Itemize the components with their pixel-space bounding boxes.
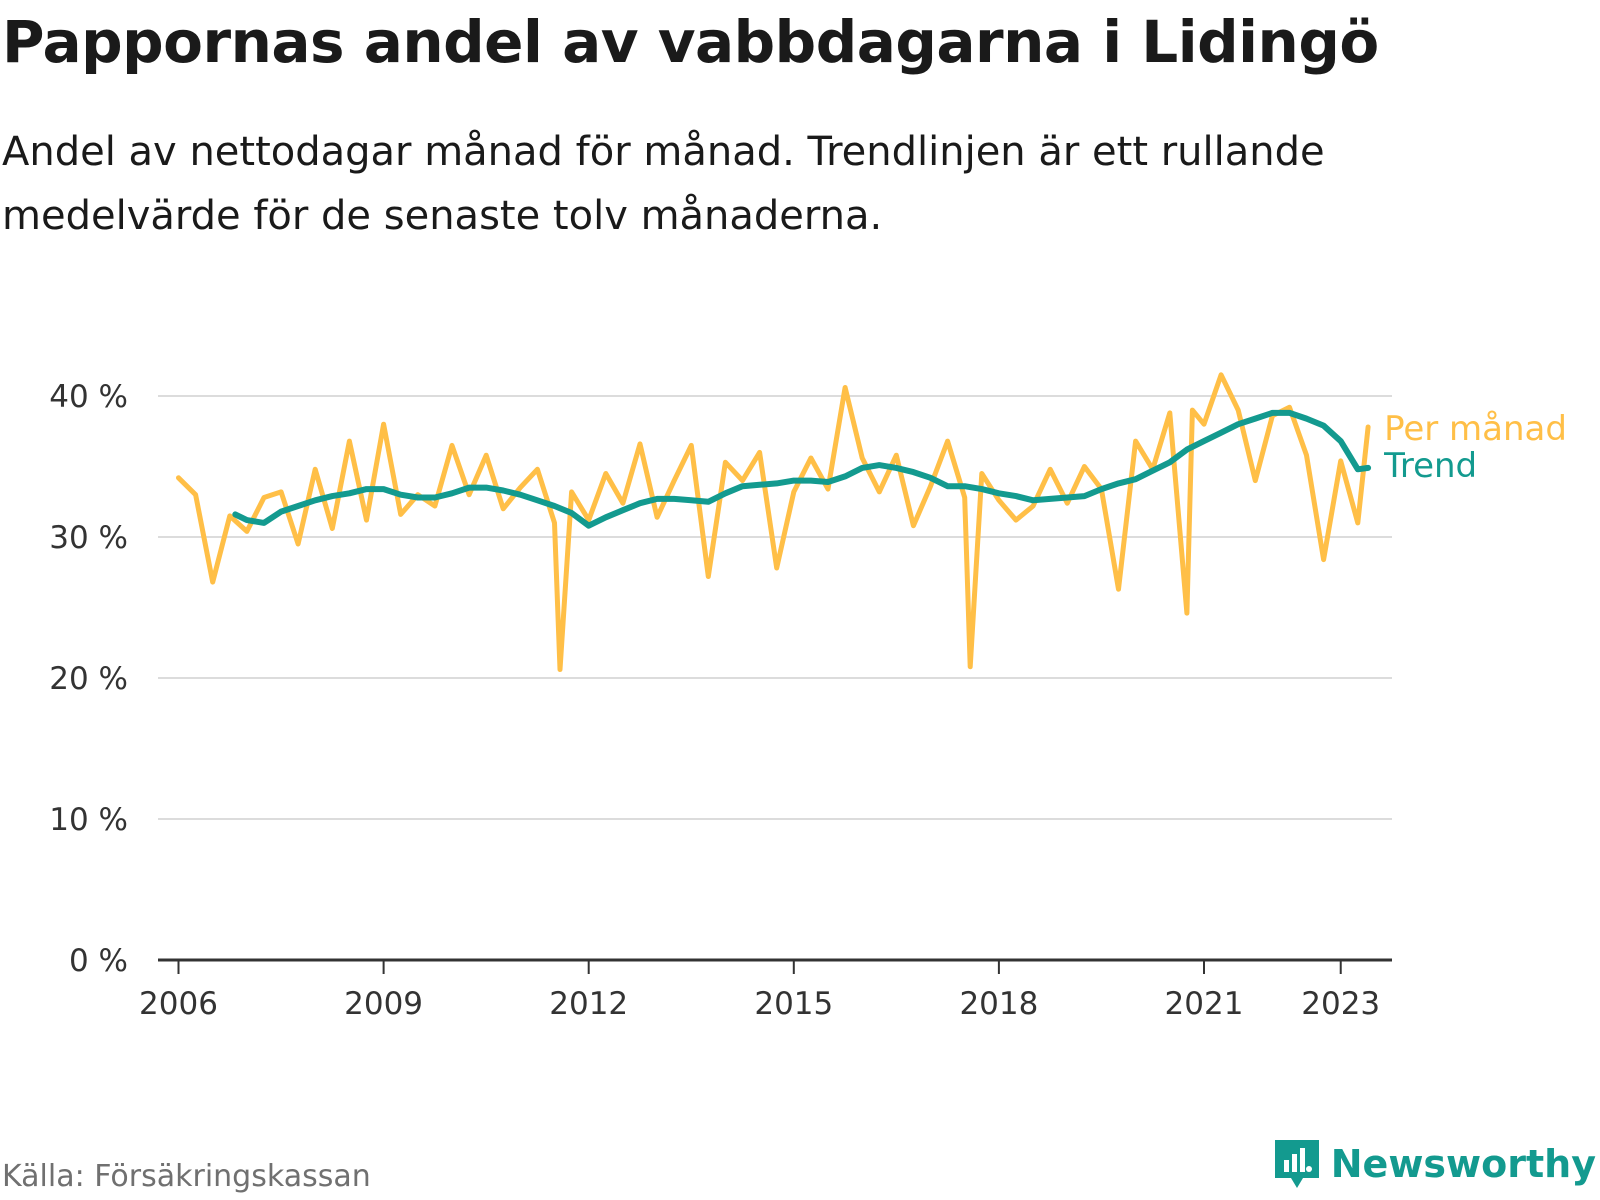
series-line-trend: [232, 409, 1372, 529]
chart-subtitle: Andel av nettodagar månad för månad. Tre…: [2, 129, 1325, 239]
series-line-per-manad: [176, 372, 1371, 672]
brand-logo: Newsworthy: [1271, 1136, 1596, 1192]
x-tick-label: 2012: [549, 986, 628, 1022]
x-tick-label: 2023: [1301, 986, 1380, 1022]
source-note: Källa: Försäkringskassan: [2, 1159, 371, 1194]
y-tick-label: 0 %: [69, 943, 128, 979]
y-tick-label: 10 %: [49, 802, 128, 838]
newsworthy-chart-icon: [1274, 1140, 1319, 1188]
gridlines: [158, 395, 1392, 820]
legend-label-trend: Trend: [1383, 446, 1477, 486]
x-tick-label: 2009: [344, 986, 423, 1022]
y-tick-label: 30 %: [49, 520, 128, 556]
x-tick-label: 2021: [1165, 986, 1244, 1022]
series-lines: [176, 372, 1372, 672]
chart-title: Pappornas andel av vabbdagarna i Lidingö: [2, 8, 1379, 76]
x-tick-label: 2006: [139, 986, 218, 1022]
brand-name: Newsworthy: [1330, 1142, 1596, 1186]
y-tick-label: 40 %: [49, 379, 128, 415]
x-tick-label: 2018: [959, 986, 1038, 1022]
x-axis: 2006 2009 2012 2015 2018 2021 2023: [139, 958, 1392, 1022]
x-tick-label: 2015: [754, 986, 833, 1022]
legend-label-per-manad: Per månad: [1384, 409, 1567, 449]
y-tick-label: 20 %: [49, 661, 128, 697]
y-axis: 0 % 10 % 20 % 30 % 40 %: [49, 379, 128, 979]
